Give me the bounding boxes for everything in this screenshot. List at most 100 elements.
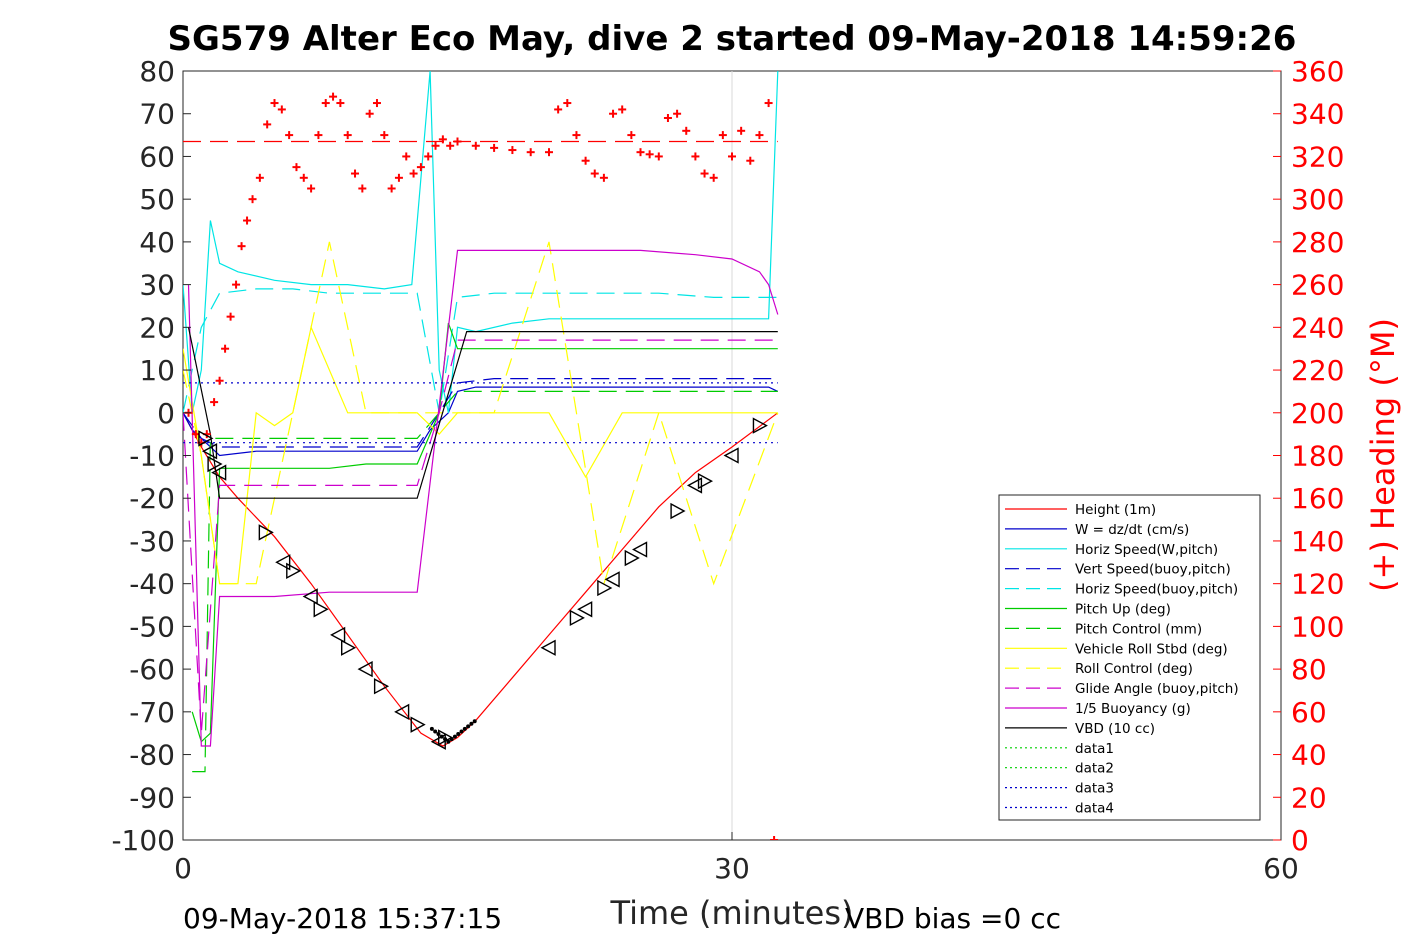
series-line-9 bbox=[183, 339, 778, 734]
series-line-7 bbox=[183, 325, 778, 585]
heading-point bbox=[770, 836, 779, 840]
heading-point bbox=[380, 131, 389, 140]
heading-point bbox=[314, 131, 323, 140]
x-axis-label: Time (minutes) bbox=[610, 894, 854, 932]
heading-point bbox=[394, 173, 403, 182]
heading-point bbox=[581, 156, 590, 165]
marker-triangle bbox=[341, 639, 357, 656]
legend-label: data4 bbox=[1075, 801, 1114, 817]
marker-triangle bbox=[211, 464, 227, 481]
marker-dot bbox=[462, 726, 467, 731]
heading-point bbox=[387, 184, 396, 193]
marker-dot bbox=[469, 721, 474, 726]
heading-point bbox=[645, 150, 654, 159]
legend-label: data2 bbox=[1075, 761, 1114, 777]
legend-label: data3 bbox=[1075, 781, 1114, 797]
marker-triangle bbox=[198, 430, 214, 447]
marker-triangle bbox=[410, 716, 426, 733]
series-line-8 bbox=[183, 241, 779, 586]
series-line-3 bbox=[183, 378, 778, 448]
heading-point bbox=[431, 141, 440, 150]
y-tick-label: 30 bbox=[139, 269, 175, 302]
marker-triangle bbox=[540, 639, 556, 656]
heading-point bbox=[627, 131, 636, 140]
y2-tick-label: 120 bbox=[1291, 568, 1344, 601]
heading-point bbox=[636, 148, 645, 157]
x-tick-label: 60 bbox=[1263, 852, 1299, 885]
y2-tick-label: 220 bbox=[1291, 354, 1344, 387]
heading-point bbox=[416, 163, 425, 172]
marker-triangle bbox=[752, 417, 768, 434]
heading-point bbox=[232, 280, 241, 289]
legend-label: Pitch Up (deg) bbox=[1075, 602, 1171, 618]
heading-point bbox=[728, 152, 736, 161]
heading-point bbox=[237, 242, 246, 251]
heading-point bbox=[299, 173, 308, 182]
series-line-4 bbox=[183, 288, 778, 413]
heading-point bbox=[700, 169, 709, 178]
y-tick-label: -50 bbox=[129, 610, 175, 643]
marker-triangle bbox=[624, 549, 640, 567]
y-tick-label: 40 bbox=[139, 226, 175, 259]
marker-triangle bbox=[275, 554, 291, 571]
heading-point bbox=[438, 135, 447, 144]
heading-point bbox=[215, 376, 224, 385]
marker-dot bbox=[466, 724, 471, 729]
marker-dot bbox=[429, 726, 434, 731]
y-tick-label: 50 bbox=[139, 183, 175, 216]
marker-triangle bbox=[394, 703, 410, 721]
y2-tick-label: 0 bbox=[1291, 824, 1309, 857]
y2-tick-label: 80 bbox=[1291, 653, 1327, 686]
heading-layer bbox=[183, 92, 779, 840]
marker-triangle bbox=[258, 524, 274, 541]
y2-tick-label: 140 bbox=[1291, 525, 1344, 558]
heading-point bbox=[243, 216, 252, 225]
marker-triangle bbox=[604, 571, 620, 588]
y2-tick-label: 360 bbox=[1291, 55, 1344, 88]
heading-point bbox=[755, 131, 764, 140]
marker-dot bbox=[443, 737, 448, 742]
heading-point bbox=[746, 156, 755, 165]
heading-point bbox=[673, 109, 682, 118]
marker-dot bbox=[449, 737, 454, 742]
legend-label: Vehicle Roll Stbd (deg) bbox=[1075, 641, 1228, 657]
heading-point bbox=[221, 344, 230, 353]
series-line-11 bbox=[187, 327, 778, 499]
right-y-axis-label: (+) Heading (°M) bbox=[1364, 318, 1402, 592]
heading-point bbox=[709, 173, 718, 182]
x-tick-label: 30 bbox=[714, 852, 750, 885]
legend: Height (1m) W = dz/dt (cm/s) Horiz Speed(W… bbox=[998, 494, 1261, 821]
y2-tick-label: 40 bbox=[1291, 739, 1327, 772]
heading-point bbox=[329, 92, 338, 101]
footer-timestamp: 09-May-2018 15:37:15 bbox=[183, 902, 502, 935]
marker-triangle bbox=[632, 541, 648, 558]
heading-point bbox=[590, 169, 599, 178]
heading-point bbox=[572, 131, 581, 140]
marker-triangle bbox=[207, 455, 223, 473]
y-tick-label: -20 bbox=[129, 482, 175, 515]
heading-point bbox=[599, 173, 608, 182]
legend-label: Vert Speed(buoy,pitch) bbox=[1075, 562, 1231, 578]
heading-point bbox=[255, 173, 264, 182]
heading-point bbox=[365, 109, 374, 118]
heading-point bbox=[372, 99, 381, 108]
legend-label: Horiz Speed(buoy,pitch) bbox=[1075, 582, 1238, 598]
heading-point bbox=[336, 99, 345, 108]
y-tick-label: 0 bbox=[157, 397, 175, 430]
y2-tick-label: 180 bbox=[1291, 440, 1344, 473]
y-tick-label: -80 bbox=[129, 739, 175, 772]
marker-triangle bbox=[569, 609, 585, 627]
legend-label: data1 bbox=[1075, 741, 1114, 757]
heading-point bbox=[248, 195, 257, 204]
marker-dot bbox=[436, 732, 441, 737]
y-tick-label: 70 bbox=[139, 98, 175, 131]
marker-dot bbox=[439, 734, 444, 739]
chart-title: SG579 Alter Eco May, dive 2 started 09-M… bbox=[168, 19, 1297, 59]
marker-dot bbox=[459, 729, 464, 734]
series-line-6 bbox=[192, 390, 778, 773]
y-tick-label: 80 bbox=[139, 55, 175, 88]
series-layer bbox=[183, 71, 779, 773]
marker-triangle bbox=[201, 443, 218, 460]
heading-point bbox=[402, 152, 411, 161]
